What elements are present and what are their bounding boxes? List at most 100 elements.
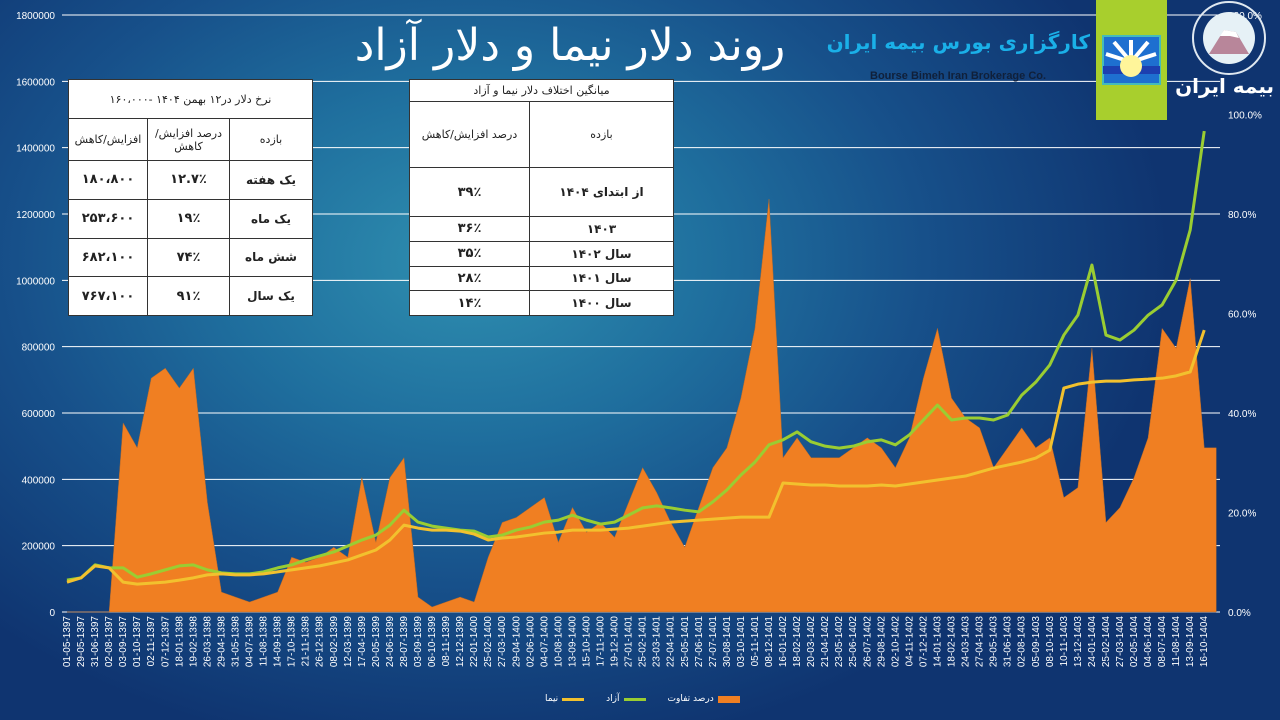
x-tick-label: 17-11-1400 <box>596 616 607 667</box>
x-tick-label: 12-12-1399 <box>455 616 466 668</box>
y-tick-label: 1800000 <box>16 11 55 22</box>
table-row: ۱۴۰۳ ۳۶٪ <box>409 216 674 242</box>
x-tick-label: 27-04-1403 <box>975 616 986 668</box>
legend-label: نیما <box>545 694 559 704</box>
y-tick-label: 1000000 <box>16 276 55 287</box>
legend-swatch <box>562 697 585 701</box>
x-tick-label: 29-04-1398 <box>216 616 227 668</box>
legend-swatch <box>717 695 740 703</box>
x-tick-label: 03-09-1397 <box>118 616 129 668</box>
x-tick-label: 15-10-1400 <box>581 616 592 668</box>
x-tick-label: 08-12-1401 <box>764 616 775 668</box>
col-percent: درصد افزایش/کاهش <box>409 101 530 168</box>
brand-logo <box>1096 0 1167 120</box>
x-tick-label: 02-06-1400 <box>525 616 536 668</box>
x-tick-label: 26-12-1398 <box>315 616 326 668</box>
y-tick-label: 600000 <box>22 409 56 420</box>
x-tick-label: 06-10-1399 <box>427 616 438 668</box>
brand-name-en: Bourse Bimeh Iran Brokerage Co. <box>870 70 1047 82</box>
x-tick-label: 31-05-1398 <box>230 616 241 668</box>
period: سال ۱۴۰۲ <box>529 240 674 267</box>
table-title: میانگین اختلاف دلار نیما و آزاد <box>409 79 674 102</box>
x-tick-label: 02-08-1397 <box>104 616 115 668</box>
x-tick-label: 19-12-1400 <box>610 616 621 668</box>
y-axis-right: 0.0% 20.0% 40.0% 60.0% 80.0% 100.0% 120.0% <box>1228 11 1262 619</box>
x-tick-label: 23-03-1401 <box>652 616 663 668</box>
x-tick-label: 10-11-1403 <box>1059 616 1070 667</box>
x-tick-label: 23-05-1402 <box>834 616 845 668</box>
x-tick-label: 27-01-1401 <box>624 616 635 668</box>
x-tick-label: 03-09-1399 <box>413 616 424 668</box>
x-tick-label: 02-10-1402 <box>890 616 901 668</box>
legend-swatch <box>623 697 646 701</box>
table-row: یک ماه ۱۹٪ ۲۵۳،۶۰۰ <box>68 198 313 239</box>
percent: ۷۴٪ <box>147 237 230 278</box>
x-tick-label: 17-04-1399 <box>357 616 368 668</box>
percent: ۲۸٪ <box>409 265 530 292</box>
x-tick-label: 01-05-1397 <box>62 616 73 668</box>
percent: ۳۵٪ <box>409 240 530 267</box>
legend-label: درصد تفاوت <box>667 694 714 704</box>
x-tick-label: 24-06-1399 <box>385 616 396 668</box>
x-tick-label: 27-03-1404 <box>1115 616 1126 668</box>
y-right-tick-label: 20.0% <box>1228 509 1256 520</box>
x-tick-label: 08-11-1399 <box>441 616 452 667</box>
x-tick-label: 04-07-1400 <box>539 616 550 668</box>
x-tick-label: 25-05-1401 <box>680 616 691 668</box>
x-tick-label: 16-01-1402 <box>778 616 789 668</box>
x-tick-label: 24-03-1403 <box>961 616 972 668</box>
nima-dollar-line <box>66 329 1206 586</box>
legend: درصد تفاوت آزاد نیما <box>545 694 740 704</box>
x-tick-label: 25-02-1404 <box>1101 616 1112 668</box>
x-tick-label: 12-03-1399 <box>343 616 354 668</box>
percent: ۱۹٪ <box>147 198 230 239</box>
y-right-tick-label: 80.0% <box>1228 210 1256 221</box>
x-tick-label: 29-05-1397 <box>76 616 87 668</box>
insurer-logo-text: بیمه ایران <box>1175 74 1274 98</box>
dollar-rate-table: نرخ دلار در۱۲ بهمن ۱۴۰۴ -۱۶۰،۰۰۰ بازده د… <box>68 79 313 316</box>
y-tick-label: 0 <box>49 608 55 619</box>
x-tick-label: 01-10-1397 <box>132 616 143 668</box>
y-right-tick-label: 0.0% <box>1228 608 1251 619</box>
x-tick-label: 31-06-1403 <box>1003 616 1014 668</box>
x-tick-label: 21-11-1398 <box>301 616 312 667</box>
bimeh-iran-emblem-icon <box>1192 1 1266 75</box>
x-tick-label: 05-09-1403 <box>1031 616 1042 668</box>
x-tick-label: 22-04-1401 <box>666 616 677 668</box>
period: یک سال <box>229 276 313 316</box>
period: یک ماه <box>229 198 313 239</box>
x-tick-label: 24-01-1404 <box>1087 616 1098 668</box>
x-tick-label: 02-08-1403 <box>1017 616 1028 668</box>
table-row: سال ۱۴۰۰ ۱۴٪ <box>409 290 674 316</box>
y-tick-label: 800000 <box>22 343 56 354</box>
x-tick-label: 11-08-1404 <box>1171 616 1182 667</box>
percent: ۹۱٪ <box>147 276 230 316</box>
percent: ۱۴٪ <box>409 290 530 316</box>
nima-free-gap-table: میانگین اختلاف دلار نیما و آزاد بازده در… <box>409 79 674 316</box>
brand-name-fa: کارگزاری بورس بیمه ایران <box>826 30 1090 54</box>
x-tick-label: 17-10-1398 <box>287 616 298 668</box>
x-tick-label: 28-07-1399 <box>399 616 410 668</box>
table-row: از ابتدای ۱۴۰۴ ۳۹٪ <box>409 167 674 217</box>
line-layer <box>66 130 1206 586</box>
x-tick-label: 04-06-1404 <box>1143 616 1154 668</box>
x-tick-label: 04-11-1402 <box>904 616 915 667</box>
x-tick-label: 02-11-1397 <box>146 616 157 667</box>
y-axis-left: 0 200000 400000 600000 800000 1000000 1200000 1… <box>16 11 55 619</box>
x-tick-label: 25-06-1402 <box>848 616 859 668</box>
percent: ۳۶٪ <box>409 216 530 242</box>
x-tick-label: 04-07-1398 <box>245 616 256 668</box>
period: از ابتدای ۱۴۰۴ <box>529 167 674 217</box>
x-tick-label: 07-12-1402 <box>918 616 929 668</box>
col-change: افزایش/کاهش <box>68 118 148 161</box>
period: سال ۱۴۰۰ <box>529 290 674 316</box>
y-right-tick-label: 40.0% <box>1228 409 1256 420</box>
table-title: نرخ دلار در۱۲ بهمن ۱۴۰۴ -۱۶۰،۰۰۰ <box>68 79 313 119</box>
x-tick-label: 16-10-1404 <box>1199 616 1210 668</box>
percent: ۳۹٪ <box>409 167 530 217</box>
x-tick-label: 02-05-1404 <box>1129 616 1140 668</box>
legend-item-free: آزاد <box>606 694 646 704</box>
y-right-tick-label: 60.0% <box>1228 310 1256 321</box>
table-row: سال ۱۴۰۲ ۳۵٪ <box>409 240 674 267</box>
col-percent: درصد افزایش/کاهش <box>147 118 230 161</box>
